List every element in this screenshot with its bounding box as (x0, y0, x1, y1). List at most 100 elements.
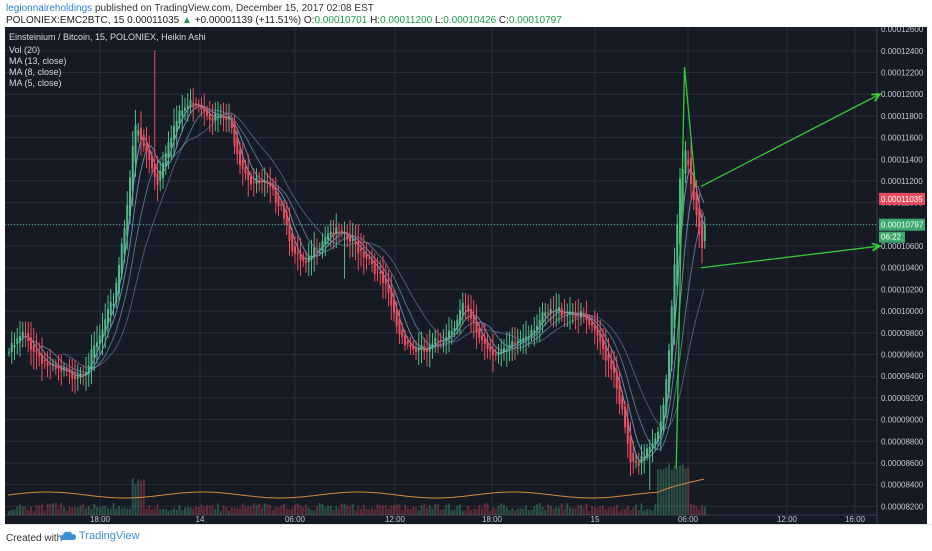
last-price-text: 0.00011035 (881, 195, 923, 204)
candle-body (459, 309, 461, 324)
volume-bar (225, 506, 228, 515)
moving-average-line (40, 109, 705, 451)
candle-body (145, 142, 148, 152)
candle-body (96, 342, 98, 348)
y-tick-label: 0.00011400 (881, 155, 923, 164)
candle-body (541, 312, 544, 324)
candle-body (637, 461, 640, 466)
candle-body (602, 338, 604, 350)
candle-body (596, 327, 599, 336)
candle-body (302, 256, 305, 262)
candle-body (354, 240, 357, 245)
candle-body (101, 329, 104, 339)
candle-body (170, 137, 173, 148)
volume-bar (511, 508, 514, 515)
candle-body (230, 118, 233, 129)
candle-body (516, 340, 519, 343)
legend-item: MA (5, close) (9, 78, 62, 88)
candle-body (228, 116, 230, 120)
volume-bar (8, 511, 10, 515)
volume-bar (503, 504, 505, 515)
candle-body (318, 248, 321, 250)
volume-bar (38, 505, 41, 515)
candle-body (560, 308, 563, 317)
candle-body (291, 233, 294, 252)
volume-bar (437, 504, 439, 515)
volume-bar (492, 507, 494, 515)
volume-bar (120, 508, 123, 515)
cloud-icon (60, 531, 76, 541)
volume-bar (90, 508, 93, 515)
volume-bar (544, 509, 547, 515)
volume-bar (63, 507, 65, 515)
candle-body (566, 315, 569, 317)
volume-bar (261, 507, 263, 515)
candle-body (184, 107, 186, 111)
volume-bar (409, 509, 412, 515)
volume-bar (131, 478, 134, 515)
volume-bar (24, 506, 27, 515)
x-tick-label: 06:00 (678, 515, 699, 524)
candle-body (272, 185, 274, 189)
tradingview-logo[interactable]: TradingView (60, 530, 140, 542)
candle-body (332, 232, 335, 237)
candle-body (296, 252, 299, 254)
volume-bar (349, 506, 351, 515)
y-tick-label: 0.00008800 (881, 437, 924, 446)
last-price-tag (879, 192, 925, 205)
chart-panel[interactable]: 0.00012600 0.00012400 0.00012200 0.00012000… (5, 27, 927, 524)
candle-body (384, 278, 387, 285)
candle-body (478, 327, 481, 338)
candle-body (316, 251, 318, 253)
candle-body (668, 350, 670, 392)
volume-bar (222, 505, 225, 515)
x-tick-label: 12:00 (385, 515, 406, 524)
candle-body (261, 180, 263, 182)
volume-bar (258, 503, 261, 515)
candle-body (123, 227, 126, 255)
candle-body (640, 455, 643, 464)
candle-body (258, 180, 261, 184)
volume-bar (173, 508, 175, 515)
candle-body (618, 380, 621, 405)
y-tick-label: 0.00011800 (881, 112, 923, 121)
candle-body (492, 350, 494, 356)
candle-body (79, 373, 82, 378)
author-link[interactable]: legionnaireholdings (6, 3, 93, 14)
volume-bar (368, 509, 371, 515)
candle-body (148, 149, 151, 160)
low-value: 0.00010426 (443, 15, 497, 26)
volume-bar (662, 469, 665, 515)
volume-bar (151, 509, 153, 515)
candle-body (189, 100, 192, 107)
candle-body (417, 347, 420, 351)
volume-bar (32, 510, 35, 515)
volume-bar (401, 509, 404, 515)
volume-bar (145, 508, 148, 515)
candle-body (442, 340, 445, 342)
candle-body (203, 107, 206, 111)
candle-body (519, 339, 522, 343)
candle-body (481, 335, 483, 341)
volume-bar (76, 508, 79, 515)
volume-bar (489, 510, 492, 515)
volume-bar (60, 503, 63, 515)
price-chart[interactable]: 0.00012600 0.00012400 0.00012200 0.00012000… (5, 27, 927, 524)
volume-bar (274, 506, 277, 515)
volume-bar (582, 507, 585, 515)
volume-bar (371, 507, 373, 515)
volume-bar (505, 507, 508, 515)
candle-body (294, 246, 296, 254)
volume-bar (354, 510, 357, 515)
candle-body (588, 318, 591, 325)
candle-body (536, 325, 538, 331)
candle-body (178, 110, 181, 124)
y-tick-label: 0.00008600 (881, 459, 924, 468)
volume-bar (104, 505, 107, 515)
volume-bar (670, 469, 673, 515)
volume-bar (599, 506, 602, 515)
candle-body (558, 307, 560, 311)
candle-body (511, 341, 514, 347)
candle-body (21, 332, 24, 338)
candle-body (486, 342, 489, 350)
